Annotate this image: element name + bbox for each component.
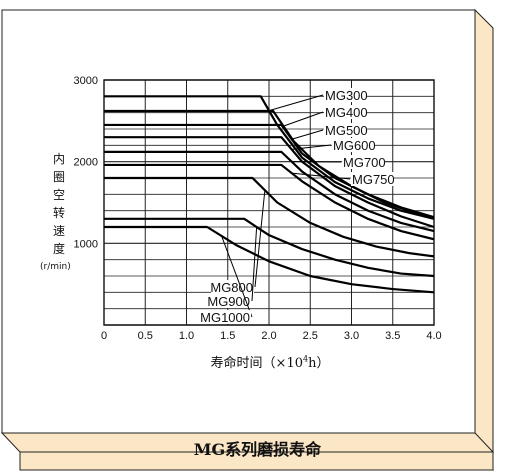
series-label-mg500: MG500 [325, 123, 368, 138]
x-tick-label: 3.0 [344, 330, 359, 342]
y-label-char-1: 内 [52, 152, 65, 166]
series-label-bg [324, 123, 367, 137]
series-label-bg [351, 172, 394, 186]
series-label-mg1000: MG1000 [200, 310, 250, 325]
series-line-mg900 [104, 217, 435, 278]
series-label-mg750: MG750 [352, 172, 395, 187]
series-label-mg800: MG800 [210, 280, 253, 295]
series-leader-line [291, 172, 351, 180]
series-leader-line [268, 94, 324, 112]
series-label-mg400: MG400 [325, 105, 368, 120]
series-label-bg [211, 280, 254, 294]
series-leader-line [291, 144, 332, 150]
series-leader-line [283, 111, 324, 127]
series-line-mg300 [104, 95, 435, 220]
series-label-bg [332, 138, 375, 152]
series-label-bg [324, 105, 367, 119]
x-axis-label: 寿命时间（×104h） [150, 352, 390, 371]
x-tick-label: 0 [101, 330, 107, 342]
x-label-end: h） [308, 356, 330, 371]
y-label-char-5: 速 [52, 224, 65, 238]
series-label-mg600: MG600 [333, 138, 376, 153]
series-label-mg700: MG700 [343, 155, 386, 170]
series-leader-line [251, 226, 258, 302]
series-line-mg400 [104, 109, 435, 220]
frame-right-face [474, 8, 494, 472]
caption-bar [19, 451, 494, 471]
series-line-mg800 [104, 176, 435, 258]
y-label-char-2: 圈 [52, 170, 65, 184]
series-label-bg [208, 294, 251, 308]
series-leader-line [254, 190, 266, 288]
series-line-mg600 [104, 136, 435, 229]
series-label-mg900: MG900 [207, 294, 250, 309]
x-tick-label: 2.0 [261, 330, 276, 342]
x-tick-label: 1.5 [220, 330, 235, 342]
x-tick-label: 1.0 [179, 330, 194, 342]
plot-border [103, 79, 435, 326]
series-label-bg [342, 155, 385, 169]
y-tick-label: 3000 [74, 75, 98, 87]
series-leader-line [221, 235, 253, 318]
x-tick-label: 0.5 [138, 330, 153, 342]
y-tick-label: 1000 [74, 238, 98, 250]
plot-area: 0 0.5 1.0 1.5 2.0 2.5 3.0 3.5 4.0 1000 2000 3000 MG3… [74, 75, 442, 342]
series-line-mg500 [104, 123, 435, 219]
y-label-char-4: 转 [52, 206, 65, 220]
chart-caption: MG系列磨损寿命 [193, 440, 322, 459]
y-axis-label: 内 圈 空 转 速 度 (r/min) [40, 150, 72, 276]
y-label-char-3: 空 [52, 188, 65, 202]
y-label-unit: (r/min) [40, 262, 71, 272]
series-label-bg [324, 88, 367, 102]
x-label-main: 寿命时间（×10 [210, 356, 303, 371]
series-line-mg1000 [104, 225, 435, 294]
x-tick-label: 4.0 [426, 330, 441, 342]
series-label-bg [199, 310, 251, 324]
series-label-mg300: MG300 [325, 88, 368, 103]
series-line-mg700 [104, 150, 435, 233]
series-line-mg750 [104, 163, 435, 241]
x-tick-label: 2.5 [303, 330, 318, 342]
x-label-sup: 4 [302, 354, 309, 364]
series-leader-line [291, 129, 324, 140]
y-label-char-6: 度 [52, 242, 65, 256]
y-tick-label: 2000 [74, 157, 98, 169]
x-tick-label: 3.5 [385, 330, 400, 342]
